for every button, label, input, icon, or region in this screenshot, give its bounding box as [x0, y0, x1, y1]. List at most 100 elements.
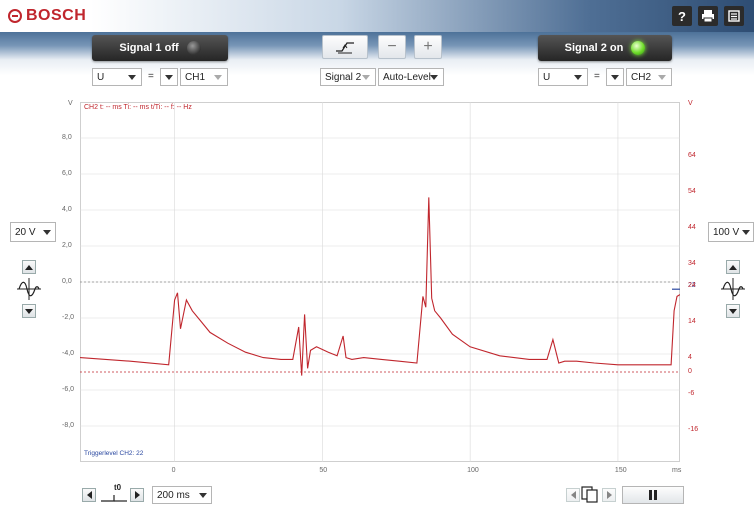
page-flip-button[interactable] [580, 484, 600, 504]
ch1-range-value: 20 V [15, 226, 36, 238]
trigger-position-left-button[interactable] [82, 488, 96, 502]
signal-1-status-led-icon [186, 41, 201, 55]
ch1-coupling-select[interactable] [160, 68, 178, 86]
trigger-edge-button[interactable] [322, 35, 368, 59]
chevron-down-icon [427, 69, 441, 85]
left-axis-tick-label: 2,0 [62, 242, 72, 249]
triangle-up-icon [729, 264, 737, 270]
print-button[interactable] [698, 6, 718, 26]
ch2-quantity-select[interactable]: U [538, 68, 588, 86]
level-mode-select[interactable]: Auto-Level [378, 68, 444, 86]
printer-icon [702, 10, 714, 23]
trigger-position-right-button[interactable] [130, 488, 144, 502]
trigger-marker-value: 22 [688, 282, 696, 289]
ch2-offset-down-button[interactable] [726, 304, 740, 318]
ch2-offset-up-button[interactable] [726, 260, 740, 274]
trigger-source-select[interactable]: Signal 2 [320, 68, 376, 86]
triangle-up-icon [25, 264, 33, 270]
left-axis-tick-label: -2,0 [62, 314, 75, 321]
ch2-channel-select[interactable]: CH2 [626, 68, 672, 86]
left-axis-unit: V [68, 100, 73, 107]
ch2-coupling-toggle[interactable] [721, 278, 745, 300]
ch2-coupling-symbol: = [594, 71, 600, 82]
step-back-button[interactable] [566, 488, 580, 502]
ch1-quantity-select[interactable]: U [92, 68, 142, 86]
left-axis-tick-label: -8,0 [62, 422, 75, 429]
level-mode-value: Auto-Level [383, 71, 431, 83]
trigger-position-label: t0 [114, 483, 122, 492]
pause-icon [654, 490, 657, 500]
signal-1-toggle-button[interactable]: Signal 1 off [92, 35, 228, 61]
chevron-down-icon [655, 69, 669, 85]
x-axis-unit: ms [672, 467, 682, 474]
chevron-down-icon [162, 69, 176, 85]
pause-button[interactable] [622, 486, 684, 504]
chevron-down-icon [125, 69, 139, 85]
ch1-coupling-symbol: = [148, 71, 154, 82]
triangle-left-icon [570, 491, 576, 499]
ch2-coupling-select[interactable] [606, 68, 624, 86]
chevron-down-icon [608, 69, 622, 85]
x-axis-tick-label: 100 [467, 467, 479, 474]
ch2-quantity-value: U [543, 71, 551, 83]
chevron-down-icon [359, 69, 373, 85]
bosch-logo-icon [8, 9, 22, 23]
chevron-down-icon [739, 224, 753, 240]
right-axis-tick-label: 54 [688, 188, 696, 195]
ch1-range-select[interactable]: 20 V [10, 222, 56, 242]
x-axis-tick-label: 0 [171, 467, 176, 474]
channel-2-trace [80, 197, 680, 376]
signal-2-status-led-icon [631, 41, 646, 55]
left-axis-tick-label: 8,0 [62, 134, 72, 141]
right-axis-tick-label: 4 [688, 353, 692, 361]
left-axis-tick-label: -4,0 [62, 350, 75, 357]
right-axis-tick-label: 44 [688, 224, 696, 231]
right-axis-tick-label: 24 [688, 281, 696, 289]
triangle-left-icon [86, 491, 92, 499]
ch2-range-value: 100 V [713, 226, 740, 238]
right-axis-tick-label: 64 [688, 152, 696, 159]
right-axis-tick-label: -6 [688, 389, 695, 397]
right-axis-tick-label: 34 [688, 260, 696, 267]
right-axis-unit: V [688, 100, 693, 107]
time-base-value: 200 ms [157, 489, 190, 501]
brand-logo: BOSCH [8, 7, 86, 25]
triangle-down-icon [729, 308, 737, 314]
step-forward-button[interactable] [602, 488, 616, 502]
x-axis-tick-label: 50 [319, 467, 328, 474]
zoom-in-button[interactable]: + [414, 35, 442, 59]
left-axis-tick-label: 6,0 [62, 170, 72, 177]
zoom-out-button[interactable]: − [378, 35, 406, 59]
right-axis-tick-label: -16 [688, 425, 699, 433]
triangle-right-icon [606, 491, 612, 499]
right-axis-tick-label: 0 [688, 368, 692, 375]
copy-pages-icon [581, 486, 598, 503]
ac-coupling-icon [17, 278, 41, 300]
chevron-down-icon [211, 69, 225, 85]
ch1-quantity-value: U [97, 71, 105, 83]
trigger-edge-icon [336, 42, 354, 54]
signal-2-toggle-button[interactable]: Signal 2 on [538, 35, 672, 61]
x-axis-tick-label: 150 [614, 467, 627, 474]
signal-2-label: Signal 2 on [564, 42, 624, 54]
triangle-right-icon [134, 491, 140, 499]
left-axis-tick-label: 0,0 [62, 278, 72, 285]
ch1-offset-down-button[interactable] [22, 304, 36, 318]
menu-icon [728, 10, 740, 22]
ch1-channel-value: CH1 [185, 71, 206, 83]
ch1-offset-up-button[interactable] [22, 260, 36, 274]
right-axis-tick-label: 14 [688, 317, 696, 325]
waveform-plot[interactable] [80, 102, 680, 462]
help-button[interactable]: ? [672, 6, 692, 26]
menu-button[interactable] [724, 6, 744, 26]
time-base-select[interactable]: 200 ms [152, 486, 212, 504]
chevron-down-icon [196, 487, 210, 503]
ch1-channel-select[interactable]: CH1 [180, 68, 228, 86]
triangle-down-icon [25, 308, 33, 314]
ch2-range-select[interactable]: 100 V [708, 222, 754, 242]
trigger-source-value: Signal 2 [325, 71, 362, 83]
chevron-down-icon [571, 69, 585, 85]
pause-icon [649, 490, 652, 500]
ch1-coupling-toggle[interactable] [17, 278, 41, 300]
